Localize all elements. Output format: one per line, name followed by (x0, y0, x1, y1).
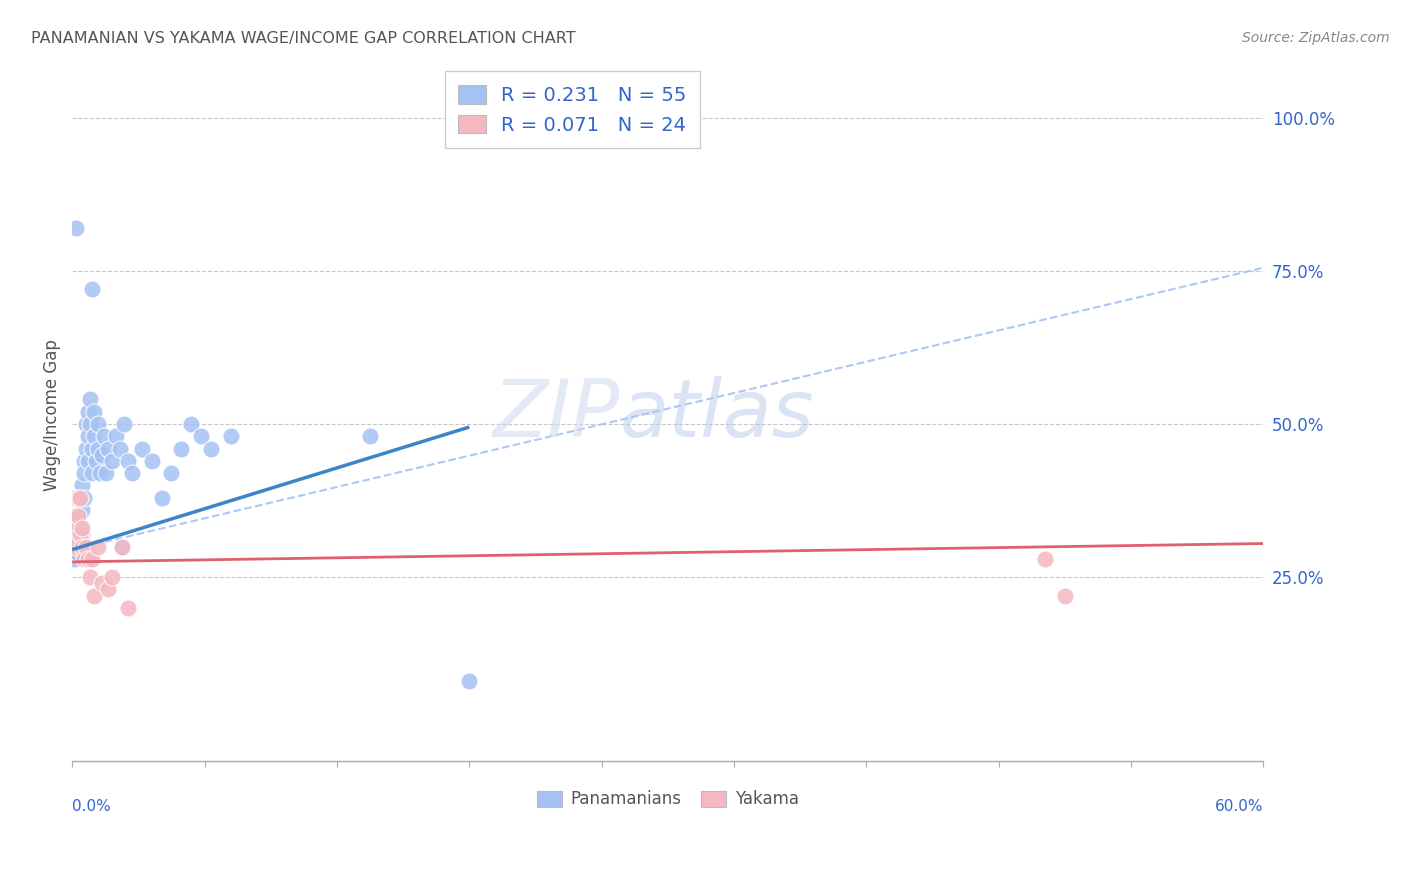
Point (1033, 551, 1056, 566)
Text: atlas: atlas (620, 376, 815, 454)
Text: 60.0%: 60.0% (1215, 799, 1264, 814)
Point (69, 491, 91, 505)
Point (67, 508, 90, 523)
Point (70, 527, 93, 541)
Point (75, 417, 97, 431)
Point (73, 466, 96, 480)
Point (73, 551, 96, 566)
Point (63, 540, 86, 554)
Point (79, 392, 101, 407)
Point (67, 508, 90, 523)
Point (83, 405, 105, 419)
Point (69, 527, 91, 541)
Point (87, 417, 110, 431)
Point (91, 576, 114, 591)
Point (67, 546, 90, 560)
Point (80, 442, 103, 456)
Point (69, 540, 91, 554)
Point (91, 448, 114, 462)
Point (97, 442, 120, 456)
Point (111, 540, 134, 554)
Point (108, 442, 131, 456)
Point (65, 540, 87, 554)
Point (1053, 589, 1076, 603)
Point (141, 454, 163, 468)
Point (77, 551, 100, 566)
Point (104, 429, 127, 443)
Text: PANAMANIAN VS YAKAMA WAGE/INCOME GAP CORRELATION CHART: PANAMANIAN VS YAKAMA WAGE/INCOME GAP COR… (31, 31, 575, 46)
Point (83, 589, 105, 603)
Point (458, 674, 481, 689)
Point (77, 454, 100, 468)
Point (65, 521, 87, 535)
Point (131, 442, 153, 456)
Point (359, 429, 381, 443)
Point (69, 491, 91, 505)
Point (150, 491, 173, 505)
Point (117, 454, 139, 468)
Point (121, 466, 143, 480)
Point (219, 429, 242, 443)
Point (65, 527, 87, 541)
Point (69, 521, 91, 535)
Point (67, 533, 90, 548)
Text: ZIP: ZIP (494, 376, 620, 454)
Point (70, 478, 93, 492)
Point (67, 491, 90, 505)
Point (83, 429, 105, 443)
Point (89, 466, 111, 480)
Point (79, 570, 101, 584)
Point (190, 429, 212, 443)
Point (170, 442, 193, 456)
Point (63, 551, 86, 566)
Point (80, 466, 103, 480)
Point (77, 429, 100, 443)
Point (93, 429, 115, 443)
Text: 0.0%: 0.0% (72, 799, 111, 814)
Point (80, 551, 103, 566)
Point (77, 405, 100, 419)
Point (180, 417, 202, 431)
Point (94, 466, 117, 480)
Point (80, 282, 103, 296)
Text: Source: ZipAtlas.com: Source: ZipAtlas.com (1241, 31, 1389, 45)
Point (112, 417, 135, 431)
Point (75, 540, 97, 554)
Point (79, 417, 101, 431)
Point (65, 220, 87, 235)
Point (63, 508, 86, 523)
Point (84, 454, 107, 468)
Point (111, 540, 134, 554)
Point (75, 442, 97, 456)
Point (97, 582, 120, 597)
Point (73, 454, 96, 468)
Point (101, 570, 124, 584)
Point (73, 491, 96, 505)
Point (87, 442, 110, 456)
Point (70, 540, 93, 554)
Point (63, 491, 86, 505)
Point (87, 540, 110, 554)
Point (101, 454, 124, 468)
Point (117, 600, 139, 615)
Legend: Panamanians, Yakama: Panamanians, Yakama (530, 784, 806, 815)
Point (160, 466, 183, 480)
Point (65, 546, 87, 560)
Y-axis label: Wage/Income Gap: Wage/Income Gap (44, 339, 60, 491)
Point (70, 503, 93, 517)
Point (70, 521, 93, 535)
Point (200, 442, 222, 456)
